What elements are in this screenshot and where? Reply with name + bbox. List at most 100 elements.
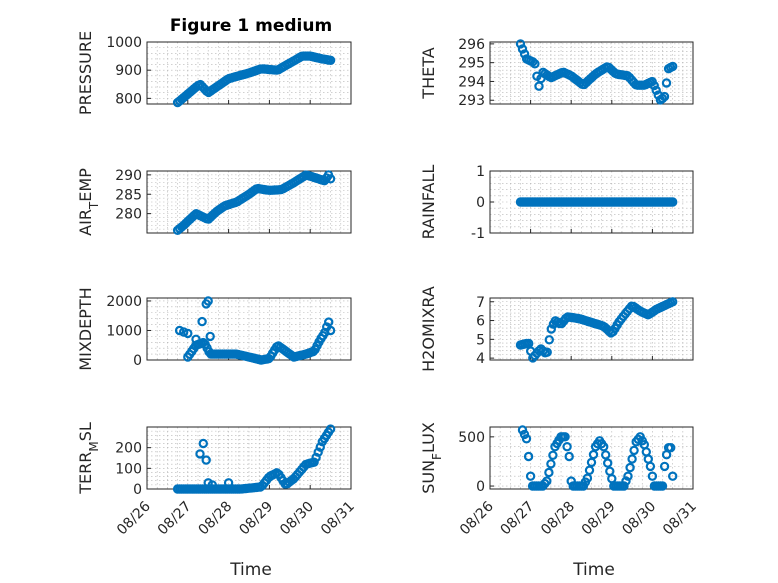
y-tick-label: 294: [458, 74, 485, 90]
data-point: [315, 442, 325, 452]
data-point: [191, 334, 201, 344]
data-point: [560, 432, 570, 442]
data-point: [668, 297, 678, 307]
data-point: [324, 317, 334, 327]
y-tick-label: 280: [115, 207, 142, 223]
y-tick-label: 0: [133, 482, 142, 498]
x-axis-label-left: Time: [229, 560, 272, 580]
y-tick-label: 2000: [106, 294, 142, 310]
data-point: [588, 449, 599, 460]
data-point: [195, 449, 205, 459]
data-point: [649, 80, 659, 91]
data-point: [599, 442, 609, 452]
y-tick-label: 296: [458, 37, 485, 53]
data-point: [647, 471, 658, 481]
data-point: [201, 455, 211, 465]
y-tick-label: 285: [115, 187, 142, 203]
data-point: [207, 480, 217, 490]
data-point: [651, 85, 661, 96]
data-point: [582, 473, 593, 483]
data-point: [519, 49, 530, 59]
data-point: [668, 471, 678, 481]
series-points: [515, 297, 678, 363]
data-point: [203, 296, 213, 306]
data-point: [309, 457, 319, 467]
data-point: [659, 461, 670, 472]
y-tick-label: 100: [115, 461, 142, 477]
data-point: [515, 39, 526, 49]
data-point: [223, 478, 234, 488]
data-point: [625, 462, 635, 473]
y-tick-label: 1000: [106, 323, 142, 339]
series-points: [172, 424, 336, 494]
data-point: [197, 316, 207, 327]
data-point: [325, 55, 336, 66]
subplot-rainfall: -1 0 1 RAINFALL: [419, 164, 694, 242]
series-points: [515, 39, 678, 105]
data-point: [601, 450, 611, 460]
y-axis-label: H2OMIXRA: [419, 286, 438, 372]
data-point: [542, 347, 552, 357]
data-point: [517, 44, 528, 54]
y-tick-label: 7: [476, 295, 485, 311]
figure-title: Figure 1 medium: [170, 16, 332, 36]
y-axis-label: AIRTEMP: [76, 168, 101, 236]
data-point: [205, 331, 215, 342]
data-point: [668, 197, 678, 207]
data-point: [629, 445, 639, 456]
data-point: [325, 174, 336, 184]
y-axis-label: RAINFALL: [419, 165, 438, 240]
data-point: [659, 91, 670, 102]
y-axis-label: PRESSURE: [76, 31, 95, 115]
y-tick-label: 200: [115, 441, 142, 457]
y-tick-label: 293: [458, 93, 485, 109]
data-point: [584, 465, 595, 475]
y-axis-label: MIXDEPTH: [76, 287, 95, 370]
data-point: [562, 442, 572, 452]
y-tick-label: 290: [115, 168, 142, 184]
data-point: [544, 467, 554, 478]
axes-frame: [489, 297, 694, 361]
data-point: [548, 450, 558, 460]
y-tick-label: 0: [476, 195, 485, 211]
subplot-air_temp: 280 285 290 AIRTEMP: [76, 168, 352, 236]
axes-frame: [146, 41, 352, 105]
series-points: [174, 296, 336, 365]
data-point: [538, 346, 548, 356]
subplot-theta: 293 294 295 296 THETA: [419, 37, 694, 109]
y-axis-label: TERRMSL: [76, 422, 101, 495]
data-point: [525, 471, 536, 481]
data-point: [530, 59, 540, 69]
data-point: [521, 434, 532, 444]
y-tick-label: 900: [115, 63, 142, 79]
subplot-pressure: 800 900 1000 PRESSURE: [76, 31, 352, 115]
data-point: [623, 471, 633, 481]
y-tick-label: 6: [476, 314, 485, 330]
data-point: [603, 458, 613, 468]
y-tick-label: 4: [476, 351, 485, 367]
axes-frame: [489, 426, 694, 490]
series-points: [517, 425, 678, 491]
axes-frame: [489, 41, 694, 105]
y-tick-label: 800: [115, 91, 142, 107]
data-point: [627, 454, 637, 464]
y-axis-label: SUNFLUX: [419, 422, 444, 494]
data-point: [325, 424, 336, 434]
data-point: [523, 451, 534, 462]
data-point: [657, 481, 668, 491]
y-tick-label: 0: [476, 479, 485, 495]
x-axis-label-right: Time: [572, 560, 615, 580]
data-point: [619, 481, 629, 491]
y-tick-label: -1: [471, 226, 485, 242]
y-tick-label: 5: [476, 332, 485, 348]
data-point: [325, 325, 336, 336]
subplot-h2omixra: 4 5 6 7 H2OMIXRA: [419, 286, 694, 372]
subplot-mixdepth: 0 1000 2000 MIXDEPTH: [76, 287, 352, 371]
y-tick-label: 0: [133, 353, 142, 369]
series-points: [515, 197, 678, 207]
series-points: [172, 170, 336, 235]
data-point: [621, 476, 631, 486]
series-points: [172, 51, 336, 108]
data-point: [668, 61, 678, 72]
